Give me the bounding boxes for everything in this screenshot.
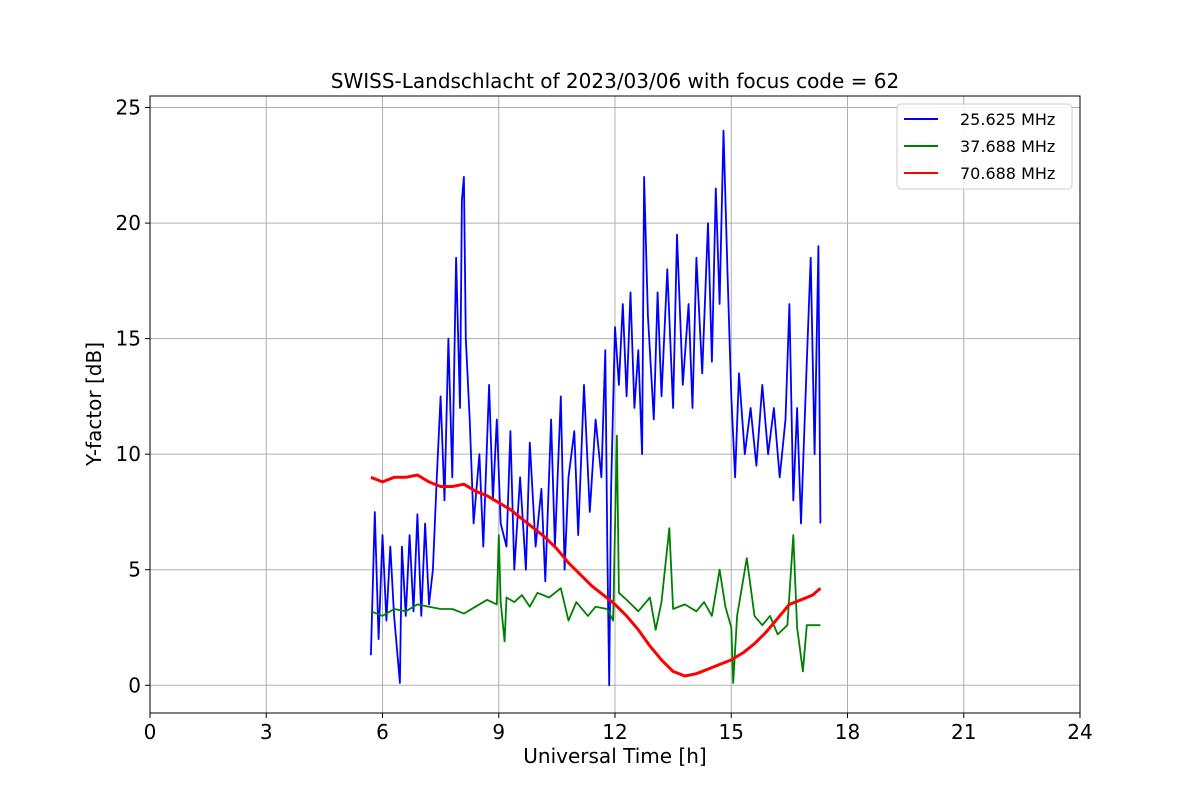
x-tick-label: 18 (835, 720, 860, 744)
y-tick-label: 10 (116, 442, 141, 466)
x-tick-label: 15 (719, 720, 744, 744)
x-tick-label: 24 (1067, 720, 1092, 744)
y-tick-label: 15 (116, 327, 141, 351)
legend-label-2: 37.688 MHz (960, 137, 1055, 156)
x-tick-label: 6 (376, 720, 389, 744)
y-tick-label: 25 (116, 96, 141, 120)
y-axis-label: Y-factor [dB] (82, 342, 106, 467)
series-line-1 (370, 129, 822, 687)
legend-box (896, 103, 1073, 190)
x-tick-label: 3 (260, 720, 273, 744)
chart-title: SWISS-Landschlacht of 2023/03/06 with fo… (331, 69, 899, 93)
x-tick-label: 12 (602, 720, 627, 744)
series-lines (370, 129, 822, 687)
x-tick-label: 9 (492, 720, 505, 744)
x-axis-label: Universal Time [h] (523, 744, 706, 768)
y-axis-ticks: 0 5 10 15 20 25 (116, 96, 150, 697)
legend-label-3: 70.688 MHz (960, 164, 1055, 183)
x-tick-label: 0 (144, 720, 157, 744)
series-line-3 (370, 473, 822, 678)
legend-label-1: 25.625 MHz (960, 110, 1055, 129)
series-line-2 (370, 434, 821, 684)
legend: 25.625 MHz 37.688 MHz 70.688 MHz (896, 103, 1073, 190)
x-tick-label: 21 (951, 720, 976, 744)
x-axis-ticks: 0 3 6 9 12 15 18 21 24 (144, 713, 1093, 744)
y-tick-label: 5 (128, 558, 141, 582)
y-tick-label: 0 (128, 673, 141, 697)
y-tick-label: 20 (116, 211, 141, 235)
